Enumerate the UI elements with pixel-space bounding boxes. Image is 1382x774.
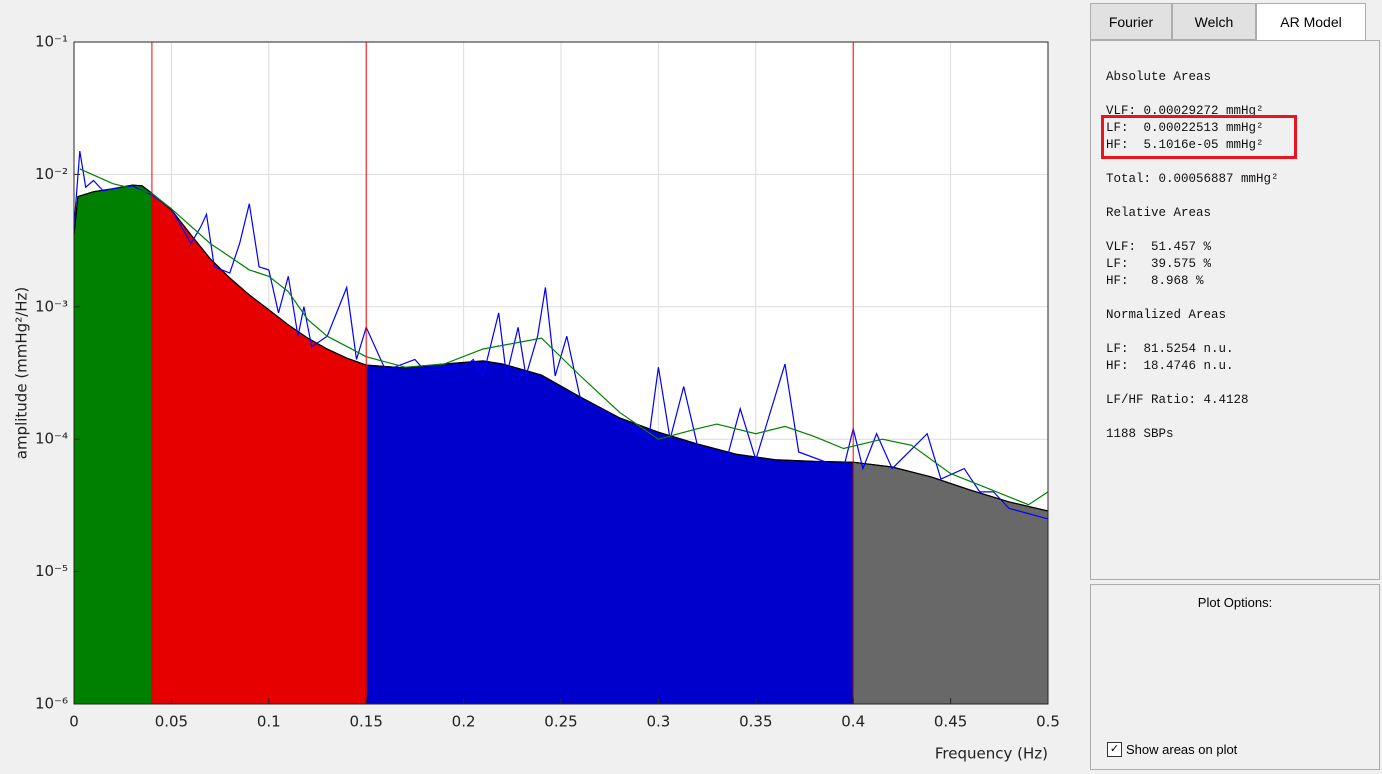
result-line: HF: 5.1016e-05 mmHg²: [1106, 138, 1264, 152]
spacer: [1106, 86, 1292, 103]
spacer: [1106, 324, 1292, 341]
x-tick-label: 0.35: [739, 713, 772, 731]
y-tick-label: 10⁻¹: [35, 33, 68, 51]
result-line: LF: 0.00022513 mmHg²: [1106, 121, 1264, 135]
x-tick-label: 0.4: [841, 713, 865, 731]
y-tick-label: 10⁻⁶: [35, 695, 68, 713]
text-block: LF/HF Ratio: 4.4128: [1106, 392, 1292, 409]
result-line: VLF: 51.457 %: [1106, 240, 1212, 254]
x-tick-label: 0.3: [646, 713, 670, 731]
x-tick-label: 0.15: [349, 713, 382, 731]
tab[interactable]: Welch: [1172, 3, 1256, 40]
band-area: [73, 184, 153, 705]
result-line: LF: 39.575 %: [1106, 257, 1212, 271]
result-line: 1188 SBPs: [1106, 427, 1174, 441]
checkbox-label[interactable]: Show areas on plot: [1126, 742, 1238, 757]
y-tick-label: 10⁻⁴: [35, 430, 68, 448]
spectrum-line: [73, 184, 1049, 512]
result-line: LF/HF Ratio: 4.4128: [1106, 393, 1249, 407]
result-line: Total: 0.00056887 mmHg²: [1106, 172, 1279, 186]
tab[interactable]: AR Model: [1256, 3, 1366, 42]
block-heading: Normalized Areas: [1106, 308, 1227, 322]
text-block: 1188 SBPs: [1106, 426, 1292, 443]
text-block: Normalized Areas LF: 81.5254 n.u. HF: 18.…: [1106, 307, 1292, 375]
chart: 0 0.05 0.1 0.15 0.2 0.25 0.3 0.35 0.4 0.45 0.5 10⁻⁶…: [13, 33, 1060, 763]
y-tick-label: 10⁻³: [35, 297, 68, 315]
y-tick-label: 10⁻²: [35, 165, 68, 183]
x-tick-label: 0.2: [452, 713, 476, 731]
text-block: Absolute Areas VLF: 0.00029272 mmHg² LF: …: [1101, 69, 1297, 159]
x-tick-label: 0.5: [1036, 713, 1060, 731]
spectrum-line: [73, 151, 1049, 520]
checkbox[interactable]: ✓ Show areas on plot: [1107, 742, 1237, 757]
x-tick-label: 0.45: [934, 713, 967, 731]
x-tick-label: 0: [69, 713, 79, 731]
x-tick-label: 0.05: [155, 713, 188, 731]
y-tick-label: 10⁻⁵: [35, 562, 68, 580]
checkbox-box[interactable]: ✓: [1107, 742, 1122, 757]
results-text: Absolute Areas VLF: 0.00029272 mmHg² LF: …: [1101, 69, 1297, 460]
block-heading: Relative Areas: [1106, 206, 1212, 220]
result-line: LF: 81.5254 n.u.: [1106, 342, 1234, 356]
highlight-box: LF: 0.00022513 mmHg² HF: 5.1016e-05 mmHg²: [1101, 115, 1297, 159]
tab[interactable]: Fourier: [1090, 3, 1172, 40]
text-block: Relative Areas VLF: 51.457 % LF: 39.575 %…: [1106, 205, 1292, 290]
x-tick-label: 0.1: [257, 713, 281, 731]
spacer: [1106, 222, 1292, 239]
result-line: VLF: 0.00029272 mmHg²: [1106, 104, 1264, 118]
block-heading: Absolute Areas: [1106, 70, 1212, 84]
x-tick-label: 0.25: [544, 713, 577, 731]
spectrum-line: [79, 168, 1049, 506]
text-block: Total: 0.00056887 mmHg²: [1106, 171, 1292, 188]
y-axis-label: amplitude (mmHg²/Hz): [13, 287, 31, 460]
results-panel: Absolute Areas VLF: 0.00029272 mmHg² LF: …: [1090, 40, 1380, 580]
result-line: HF: 8.968 %: [1106, 274, 1204, 288]
result-line: HF: 18.4746 n.u.: [1106, 359, 1234, 373]
plot-options-title: Plot Options:: [1197, 595, 1273, 610]
plot-options-panel: Plot Options: ✓ Show areas on plot: [1090, 584, 1380, 770]
x-axis-label: Frequency (Hz): [935, 745, 1048, 763]
